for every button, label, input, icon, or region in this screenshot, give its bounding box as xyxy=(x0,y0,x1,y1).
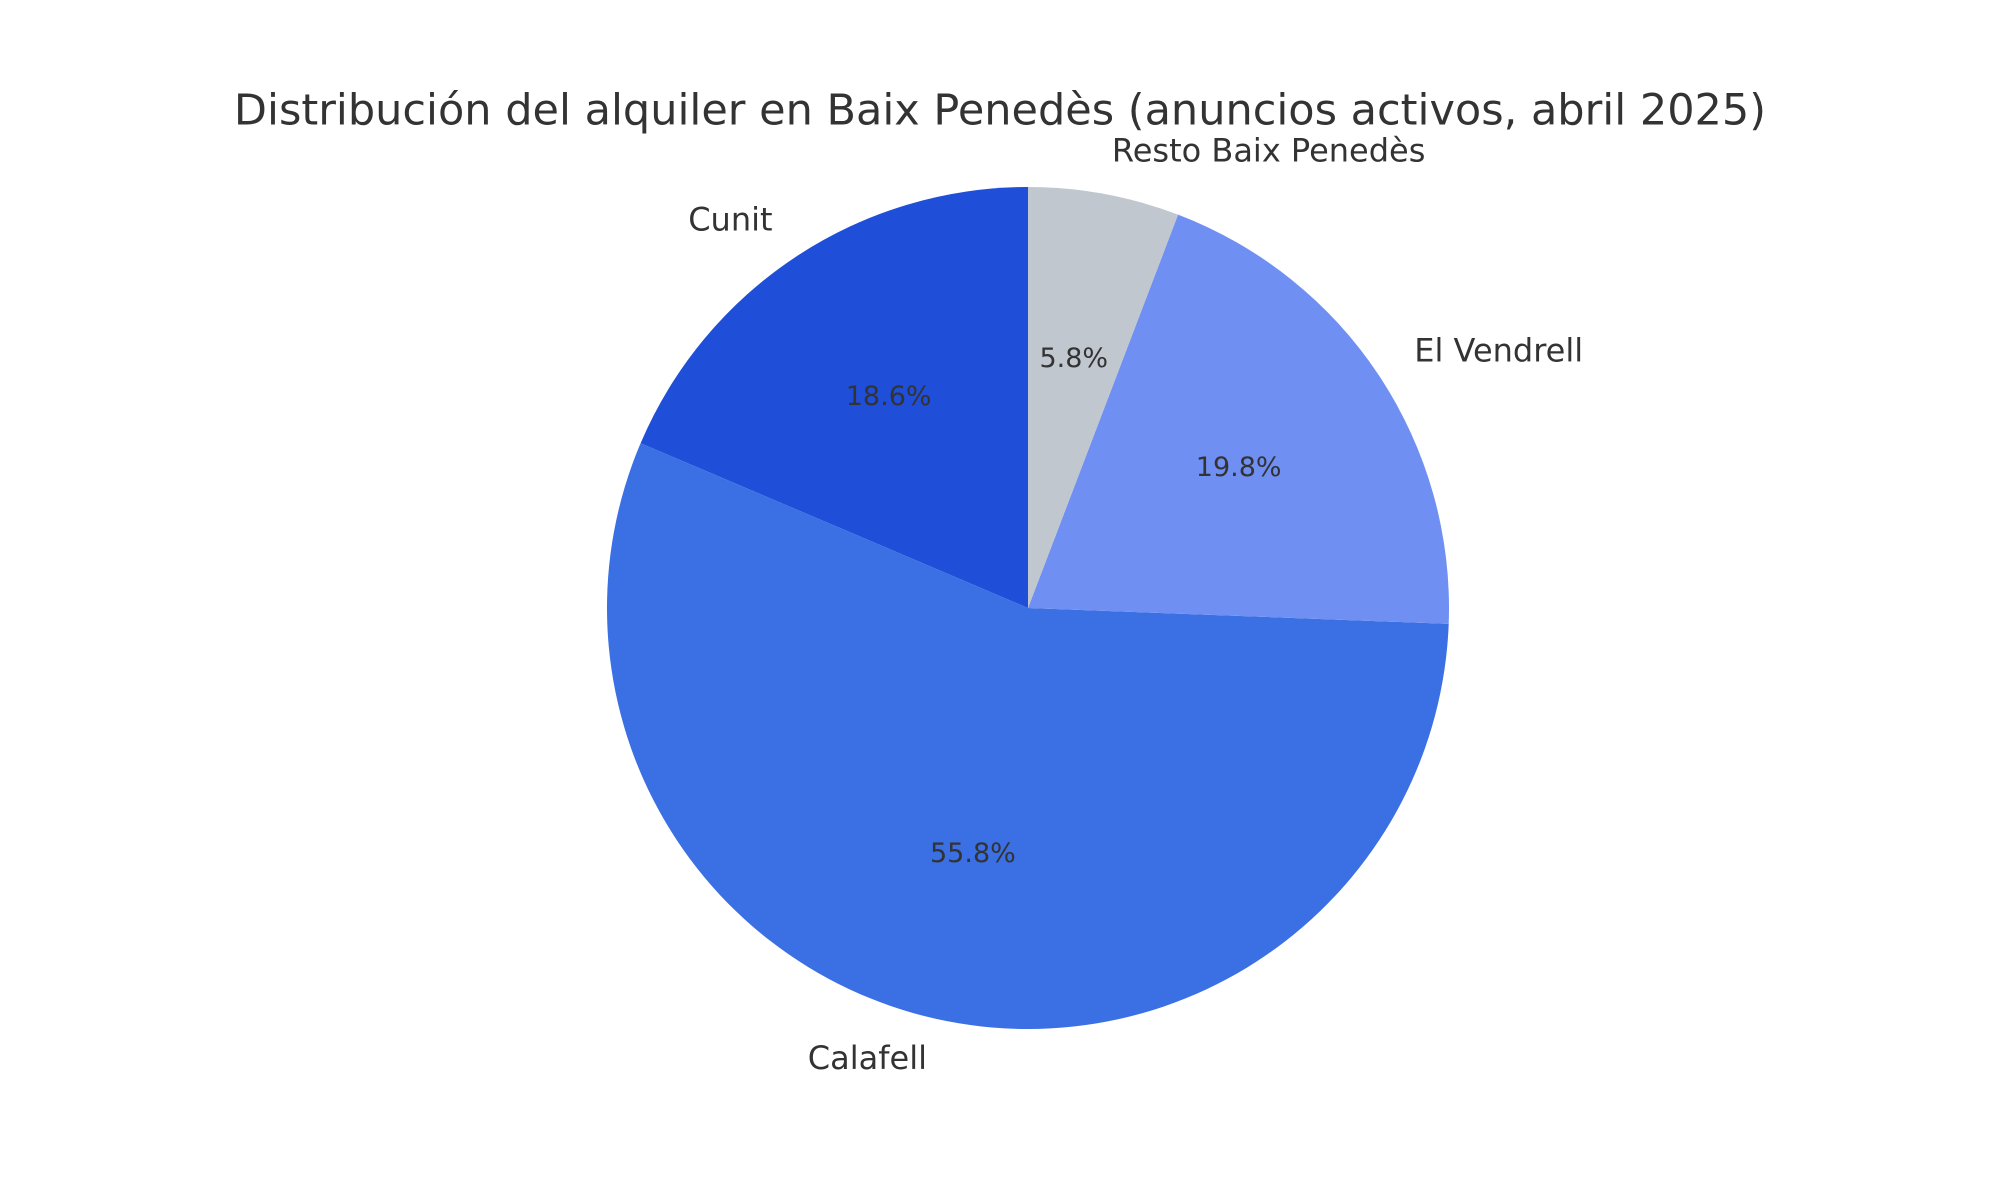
pie-slice xyxy=(640,187,1028,608)
percent-label: 19.8% xyxy=(1196,452,1282,483)
percent-label: 5.8% xyxy=(1039,343,1108,374)
chart-title: Distribución del alquiler en Baix Penedè… xyxy=(234,86,1766,136)
pie-slice xyxy=(1028,187,1179,608)
slice-label: El Vendrell xyxy=(1414,332,1583,370)
percent-label: 18.6% xyxy=(846,381,932,412)
percent-label: 55.8% xyxy=(930,838,1016,869)
slice-label: Calafell xyxy=(808,1039,927,1077)
pie-slice xyxy=(607,443,1449,1029)
pie-slice xyxy=(1028,214,1450,624)
slice-label: Cunit xyxy=(688,201,772,239)
slice-label: Resto Baix Penedès xyxy=(1112,132,1426,170)
